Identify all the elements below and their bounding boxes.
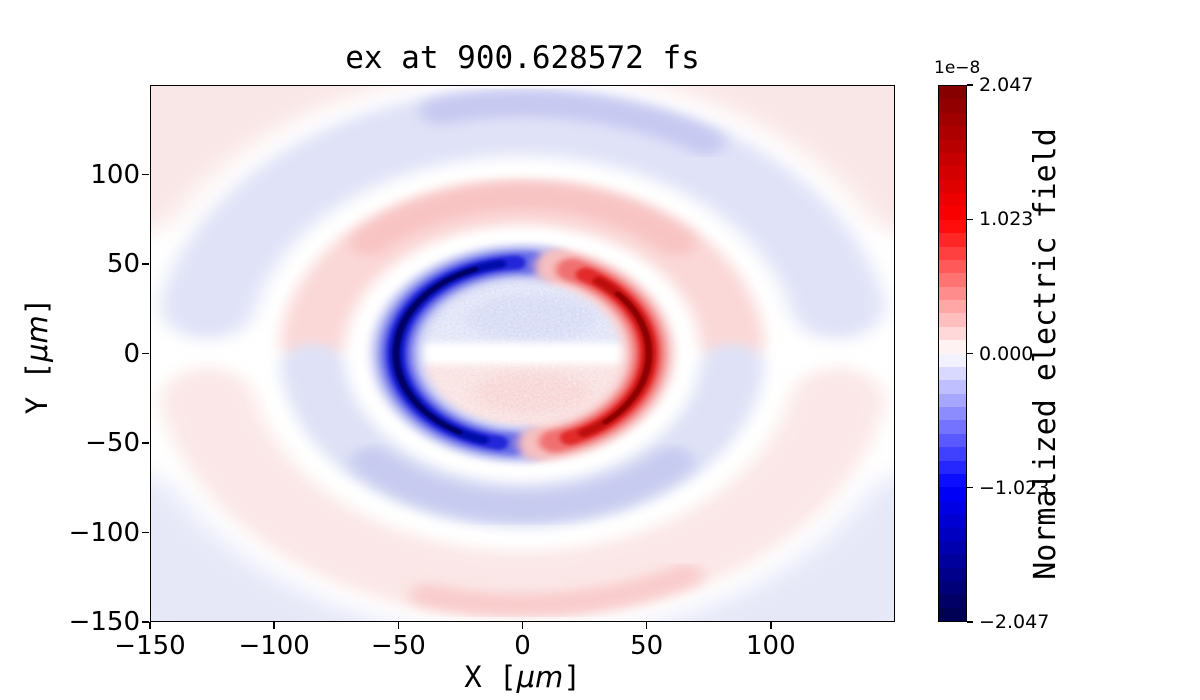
colorbar-band bbox=[939, 594, 966, 608]
y-tick-mark bbox=[142, 263, 149, 265]
colorbar-tick-label: 1.023 bbox=[979, 208, 1034, 231]
x-tick-mark bbox=[149, 622, 151, 629]
negative-band-lower-core bbox=[350, 446, 695, 523]
colorbar-tick-label: −2.047 bbox=[979, 611, 1050, 633]
plot-title: ex at 900.628572 fs bbox=[345, 40, 700, 76]
colorbar-band bbox=[939, 393, 966, 407]
x-tick-mark bbox=[273, 622, 275, 629]
x-tick-mark bbox=[397, 622, 400, 629]
y-tick-label: 50 bbox=[106, 249, 140, 279]
colorbar-band bbox=[939, 112, 966, 127]
colorbar-band bbox=[939, 420, 966, 434]
colorbar-band bbox=[939, 514, 966, 528]
colorbar-tick-mark bbox=[967, 352, 973, 355]
colorbar-band bbox=[939, 340, 966, 354]
y-tick-label: −50 bbox=[85, 428, 140, 458]
x-tick-label: −50 bbox=[370, 631, 426, 661]
x-tick-label: 0 bbox=[514, 631, 531, 661]
colorbar-band bbox=[939, 99, 966, 113]
red-crescent-peak bbox=[602, 291, 653, 425]
colorbar-band bbox=[939, 273, 966, 287]
colorbar-band bbox=[939, 527, 966, 541]
colorbar-tick-label: −1.023 bbox=[979, 476, 1050, 499]
colorbar-tick-mark bbox=[967, 621, 973, 623]
colorbar-band bbox=[939, 179, 966, 193]
y-tick-mark bbox=[142, 173, 149, 176]
y-tick-label: 0 bbox=[123, 338, 140, 369]
colorbar-band bbox=[939, 407, 966, 421]
y-tick-mark bbox=[142, 621, 149, 623]
colorbar-band bbox=[939, 447, 966, 461]
x-axis-unit: μm bbox=[516, 660, 564, 694]
colorbar-tick-mark bbox=[967, 218, 973, 221]
outer-positive-band-top bbox=[151, 86, 894, 231]
colorbar-band bbox=[939, 473, 966, 488]
colorbar-band bbox=[939, 380, 966, 394]
x-tick-label: 100 bbox=[746, 631, 796, 661]
y-tick-label: −100 bbox=[68, 517, 140, 548]
colorbar-band bbox=[939, 300, 966, 314]
colorbar-band bbox=[939, 206, 966, 220]
colorbar-tick-label: 2.047 bbox=[979, 74, 1034, 96]
colorbar-band bbox=[939, 259, 966, 274]
outer-negative-band-bottom bbox=[151, 476, 894, 621]
colorbar-band bbox=[939, 353, 966, 367]
axes-frame bbox=[150, 85, 895, 622]
y-tick-mark bbox=[142, 352, 149, 355]
x-tick-mark bbox=[521, 622, 524, 629]
field-heatmap bbox=[151, 86, 894, 621]
colorbar-band bbox=[939, 313, 966, 327]
colorbar-band bbox=[939, 286, 966, 300]
negative-band-top-core bbox=[420, 90, 725, 156]
colorbar-tick-label: 0.000 bbox=[979, 342, 1034, 365]
x-tick-label: −150 bbox=[114, 631, 186, 661]
colorbar-band bbox=[939, 460, 966, 474]
colorbar-band bbox=[939, 326, 966, 341]
y-tick-label: 100 bbox=[90, 159, 140, 190]
colorbar-band bbox=[939, 540, 966, 555]
colorbar-band bbox=[939, 580, 966, 595]
positive-band-bottom-core bbox=[410, 563, 703, 617]
positive-band-upper-core bbox=[349, 183, 696, 256]
x-tick-label: −100 bbox=[238, 631, 310, 661]
y-tick-mark bbox=[142, 442, 149, 444]
colorbar-tick-mark bbox=[967, 84, 973, 86]
colorbar-axis-label: Normalized electric field bbox=[1028, 128, 1063, 580]
x-axis-label: X [μm] bbox=[464, 660, 581, 694]
colorbar-band bbox=[939, 246, 966, 260]
positive-band-bottom bbox=[160, 367, 885, 620]
colorbar-band bbox=[939, 366, 966, 381]
negative-band-top bbox=[160, 87, 885, 340]
colorbar-band bbox=[939, 152, 966, 167]
colorbar-band bbox=[939, 193, 966, 207]
y-tick-mark bbox=[142, 531, 149, 534]
y-axis-unit: μm bbox=[20, 315, 54, 362]
colorbar-band bbox=[939, 139, 966, 153]
colorbar-band bbox=[939, 126, 966, 140]
colorbar-band bbox=[939, 487, 966, 501]
colorbar-band bbox=[939, 433, 966, 448]
colorbar-band bbox=[939, 554, 966, 568]
colorbar-band bbox=[939, 567, 966, 581]
colorbar-offset-label: 1e−8 bbox=[934, 58, 981, 78]
colorbar bbox=[938, 85, 967, 622]
blue-crescent-peak bbox=[392, 266, 479, 435]
colorbar-band bbox=[939, 219, 966, 234]
colorbar-band bbox=[939, 607, 966, 621]
colorbar-band bbox=[939, 86, 966, 100]
x-tick-mark bbox=[645, 622, 648, 629]
colorbar-band bbox=[939, 166, 966, 180]
colorbar-band bbox=[939, 233, 966, 247]
colorbar-band bbox=[939, 500, 966, 514]
y-axis-label: Y [μm] bbox=[20, 297, 54, 415]
colorbar-tick-mark bbox=[967, 486, 973, 489]
y-tick-label: −150 bbox=[68, 607, 140, 637]
x-tick-label: 50 bbox=[630, 631, 664, 661]
x-tick-mark bbox=[770, 622, 772, 629]
